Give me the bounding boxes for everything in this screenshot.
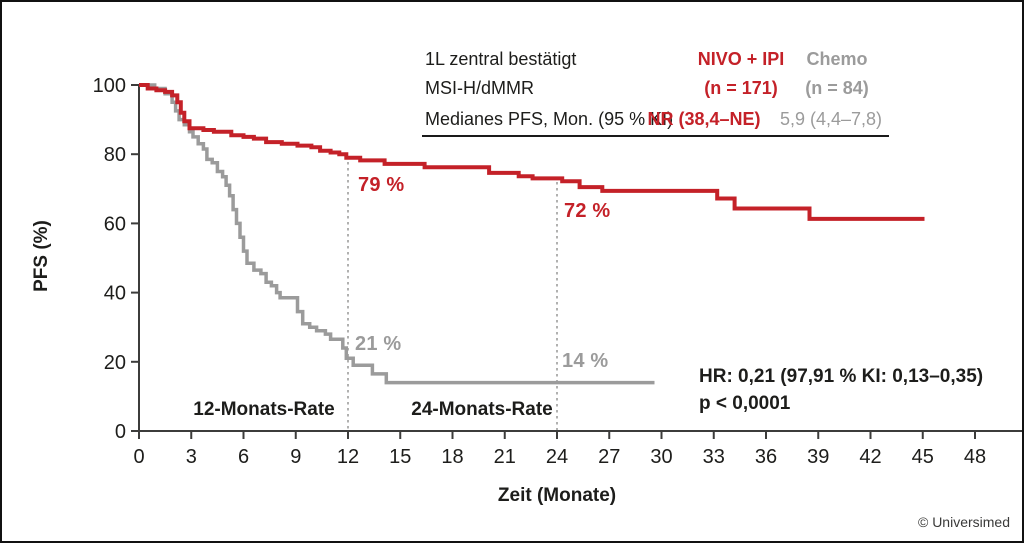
x-tick-label: 39 — [807, 446, 829, 468]
x-tick-label: 42 — [859, 446, 881, 468]
legend-population-line2: MSI-H/dMMR — [425, 78, 534, 98]
y-tick-label: 40 — [104, 283, 126, 305]
legend-nivo-name: NIVO + IPI — [697, 49, 785, 69]
legend-population-line1: 1L zentral bestätigt — [425, 49, 577, 69]
x-tick-label: 27 — [598, 446, 620, 468]
legend-median-pfs-label: Medianes PFS, Mon. (95 % KI) — [425, 109, 674, 129]
annotation-nivo-24m-rate: 72 % — [564, 200, 611, 222]
x-tick-label: 21 — [494, 446, 516, 468]
annotation-chemo-12m-rate: 21 % — [355, 333, 402, 355]
x-tick-label: 6 — [238, 446, 249, 468]
nivo-ipi-curve — [139, 83, 925, 221]
x-tick-label: 24 — [546, 446, 568, 468]
x-tick-label: 12 — [337, 446, 359, 468]
legend-chemo-n: (n = 84) — [805, 78, 869, 98]
x-tick-label: 15 — [389, 446, 411, 468]
annotation-nivo-12m-rate: 79 % — [358, 174, 405, 196]
legend-chemo-name: Chemo — [806, 49, 868, 69]
legend-nivo-median-pfs: NR (38,4–NE) — [647, 109, 761, 129]
annotation-chemo-24m-rate: 14 % — [562, 350, 609, 372]
label-24-month-rate: 24-Monats-Rate — [411, 399, 553, 420]
y-tick-label: 100 — [93, 75, 126, 97]
y-tick-label: 80 — [104, 144, 126, 166]
y-tick-label: 20 — [104, 352, 126, 374]
x-tick-label: 0 — [133, 446, 144, 468]
x-tick-label: 48 — [964, 446, 986, 468]
p-value-text: p < 0,0001 — [699, 393, 791, 414]
y-tick-label: 60 — [104, 213, 126, 235]
legend-table-divider — [422, 135, 889, 137]
x-tick-label: 3 — [186, 446, 197, 468]
copyright-text: © Universimed — [917, 514, 1010, 530]
x-tick-label: 36 — [755, 446, 777, 468]
legend-nivo-n: (n = 171) — [704, 78, 778, 98]
y-tick-label: 0 — [115, 421, 126, 443]
legend-chemo-median-pfs: 5,9 (4,4–7,8) — [779, 109, 883, 129]
x-tick-label: 33 — [703, 446, 725, 468]
x-tick-label: 9 — [290, 446, 301, 468]
label-12-month-rate: 12-Monats-Rate — [193, 399, 335, 420]
x-tick-label: 18 — [441, 446, 463, 468]
x-axis-title: Zeit (Monate) — [497, 485, 617, 506]
y-axis-title: PFS (%) — [31, 220, 52, 292]
x-tick-label: 45 — [912, 446, 934, 468]
hazard-ratio-text: HR: 0,21 (97,91 % KI: 0,13–0,35) — [699, 366, 984, 387]
x-tick-label: 30 — [650, 446, 672, 468]
